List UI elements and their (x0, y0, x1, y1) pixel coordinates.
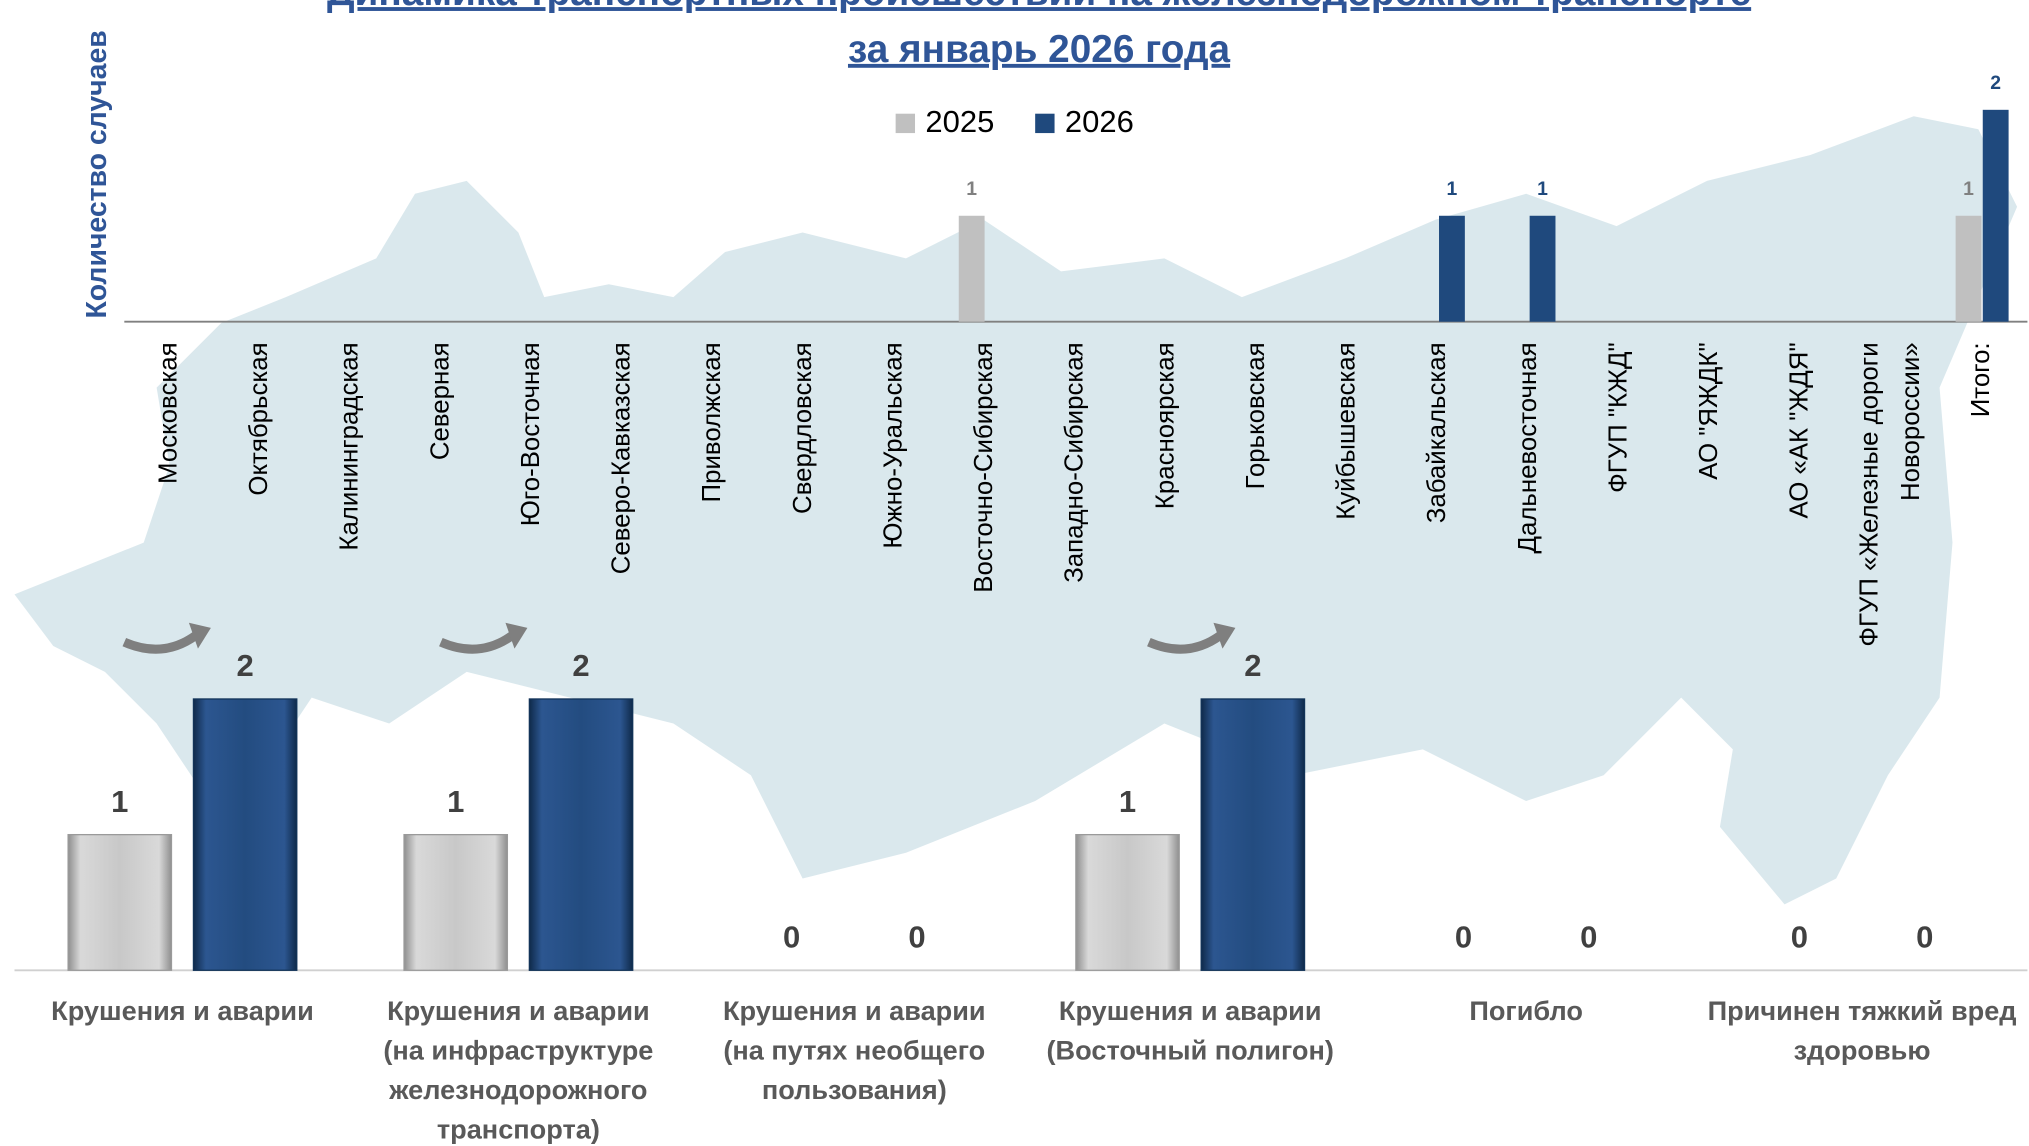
data-label: 1 (966, 178, 977, 200)
x-tick-label: Приволжская (698, 342, 726, 502)
bar (403, 833, 509, 971)
x-tick-label: Восточно-Сибирская (970, 342, 998, 592)
x-tick-label: Северо-Кавказская (608, 342, 636, 574)
x-tick-label: железнодорожного (388, 1074, 647, 1105)
chart-title: за январь 2026 года (848, 28, 1231, 71)
x-tick-label: Погибло (1469, 995, 1583, 1026)
x-tick-label: (на путях необщего (723, 1035, 985, 1066)
x-tick-label: транспорта) (437, 1113, 600, 1144)
arrow-head (188, 622, 211, 649)
data-label: 0 (1455, 919, 1472, 954)
legend-label: 2026 (1065, 104, 1134, 139)
arrow (1147, 631, 1223, 654)
y-axis-label: Количество случаев (81, 30, 113, 318)
map-background (14, 116, 2018, 905)
bar (528, 698, 634, 971)
data-label: 1 (1447, 178, 1458, 200)
bar (1982, 109, 2009, 322)
data-label: 0 (1916, 919, 1933, 954)
data-label: 0 (908, 919, 925, 954)
x-tick-label: Западно-Сибирская (1061, 342, 1089, 582)
x-tick-label: Северная (426, 342, 454, 460)
x-tick-label: (на инфраструктуре (383, 1035, 653, 1066)
data-label: 2 (572, 648, 589, 683)
data-label: 1 (111, 784, 128, 819)
x-tick-label: АО «АК "ЖДЯ" (1786, 342, 1814, 518)
x-tick-label: ФГУП «Железные дороги (1856, 342, 1884, 646)
data-label: 2 (236, 648, 253, 683)
x-tick-label: Забайкальская (1423, 342, 1451, 523)
legend-swatch (1035, 113, 1055, 134)
legend-swatch (895, 113, 916, 134)
x-tick-label: ФГУП "КЖД" (1604, 342, 1632, 492)
x-tick-label: здоровью (1794, 1035, 1931, 1066)
x-tick-label: Новороссии» (1897, 342, 1925, 501)
bar (1075, 833, 1180, 971)
bar (1529, 215, 1556, 322)
x-tick-label: Красноярская (1151, 342, 1179, 509)
x-tick-label: Куйбышевская (1333, 342, 1361, 519)
data-label: 1 (1963, 178, 1974, 200)
data-label: 1 (1537, 178, 1548, 200)
data-label: 0 (1791, 919, 1808, 954)
legend-label: 2025 (925, 104, 994, 139)
arrow (439, 631, 515, 654)
arrows (122, 631, 1223, 654)
bar (1955, 215, 1982, 322)
x-tick-label: Октябрьская (245, 342, 273, 495)
bar (958, 215, 985, 322)
arrow-head (505, 622, 528, 649)
x-tick-label: Причинен тяжкий вред (1708, 995, 2017, 1026)
x-tick-label: Дальневосточная (1514, 342, 1542, 553)
arrow (122, 631, 199, 654)
x-tick-label: Горьковская (1242, 342, 1270, 489)
data-label: 2 (1990, 72, 2001, 94)
x-tick-label: Юго-Восточная (517, 342, 545, 526)
x-tick-label: Южно-Уральская (879, 342, 907, 548)
x-tick-label: Итого: (1967, 342, 1995, 417)
bar (67, 833, 173, 971)
bar (1439, 215, 1465, 322)
x-tick-label: Крушения и аварии (723, 995, 986, 1026)
chart-title: Динамика транспортных происшествий на же… (327, 0, 1751, 14)
bar (192, 698, 298, 971)
x-tick-label: Калининградская (336, 342, 364, 550)
x-tick-label: Московская (154, 342, 182, 484)
data-label: 1 (447, 784, 464, 819)
x-tick-label: Крушения и аварии (1059, 995, 1322, 1026)
bar (1200, 698, 1306, 971)
arrow-heads (188, 622, 1236, 649)
data-label: 2 (1244, 648, 1261, 683)
arrow-head (1213, 622, 1236, 649)
x-tick-label: (Восточный полигон) (1047, 1035, 1334, 1066)
data-label: 1 (1119, 784, 1136, 819)
x-tick-label: пользования) (762, 1074, 947, 1105)
x-tick-label: Крушения и аварии (51, 995, 314, 1026)
data-label: 0 (1580, 919, 1597, 954)
x-tick-label: Крушения и аварии (387, 995, 650, 1026)
data-label: 0 (783, 919, 800, 954)
x-tick-label: АО "ЯЖДК" (1695, 342, 1723, 479)
x-tick-label: Свердловская (789, 342, 817, 514)
